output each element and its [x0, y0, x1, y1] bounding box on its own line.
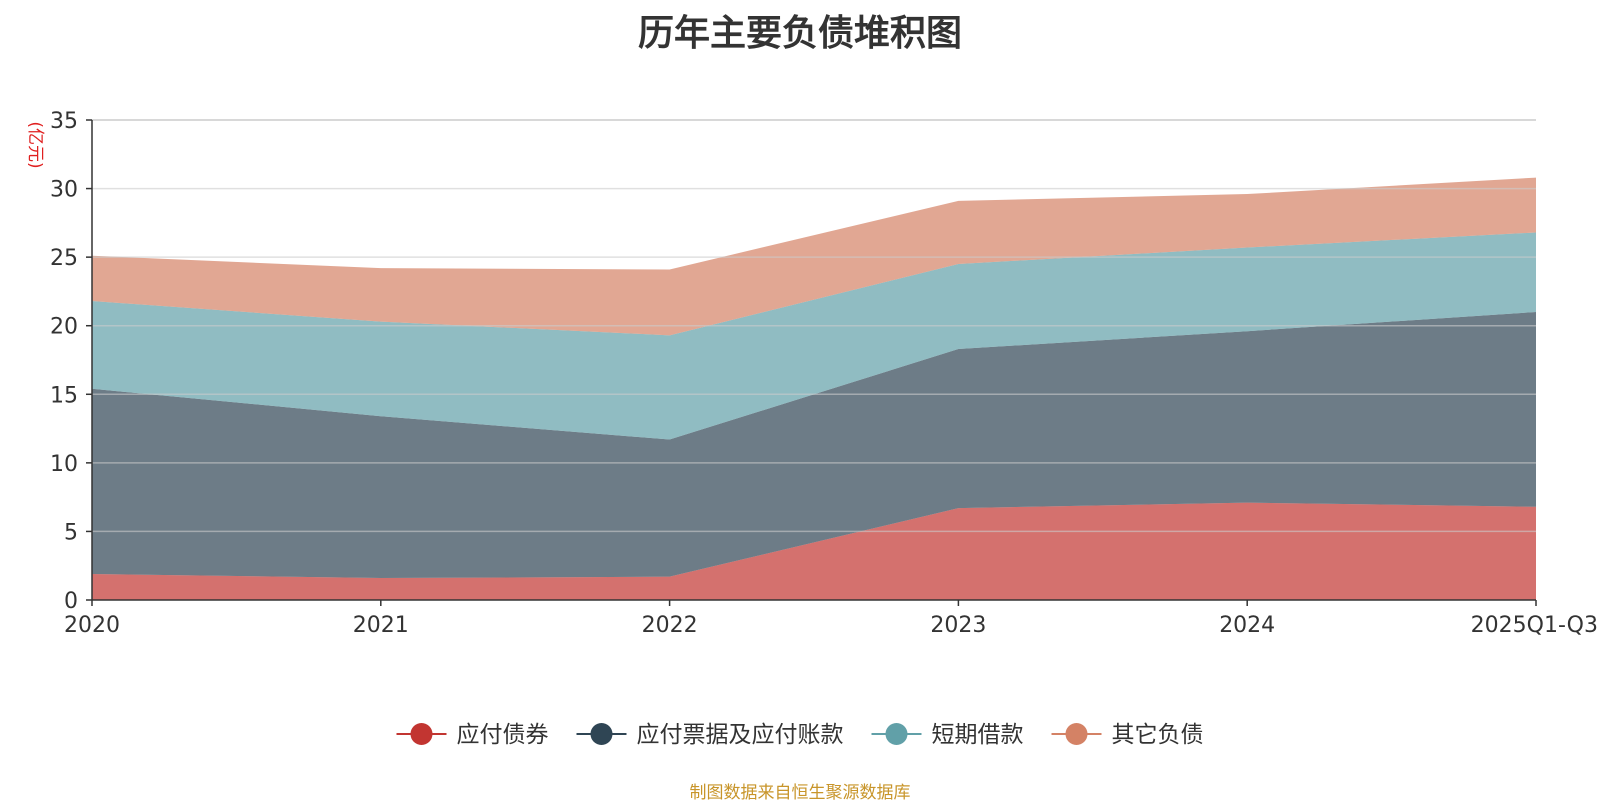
- area-series: [92, 177, 1536, 600]
- y-tick-label: 20: [50, 315, 78, 340]
- legend-marker: [1065, 723, 1088, 745]
- y-tick-label: 30: [50, 178, 78, 203]
- y-tick-label: 10: [50, 452, 78, 477]
- x-tick-label: 2024: [1219, 613, 1275, 638]
- legend-label: 其它负债: [1112, 722, 1204, 748]
- x-tick-label: 2025Q1-Q3: [1471, 613, 1598, 638]
- area-series-1: [92, 502, 1536, 600]
- legend-marker: [590, 723, 613, 745]
- grid-lines: [92, 119, 1536, 533]
- chart-title: 历年主要负债堆积图: [637, 13, 962, 54]
- legend-label: 应付票据及应付账款: [637, 722, 844, 748]
- legend-label: 短期借款: [932, 722, 1024, 748]
- y-unit-label: (亿元): [25, 121, 45, 168]
- y-tick-label: 5: [64, 520, 78, 545]
- area-series-2: [92, 312, 1536, 579]
- x-tick-label: 2021: [353, 613, 409, 638]
- legend-marker: [885, 723, 908, 745]
- y-tick-label: 0: [64, 589, 78, 614]
- x-tick-label: 2023: [930, 613, 986, 638]
- legend-marker: [410, 723, 433, 745]
- x-tick-label: 2022: [642, 613, 698, 638]
- area-series-3: [92, 232, 1536, 440]
- y-tick-label: 15: [50, 383, 78, 408]
- legend-label: 应付债券: [457, 722, 549, 748]
- y-tick-label: 35: [50, 109, 78, 134]
- x-tick-label: 2020: [64, 613, 120, 638]
- axes: 0 5 10 15 20 25 30 35 2020 2021 2022 2023 2024 2025Q1…: [25, 109, 1598, 638]
- legend-item-2: 应付票据及应付账款: [576, 722, 844, 748]
- y-tick-label: 25: [50, 246, 78, 271]
- legend-item-3: 短期借款: [871, 722, 1024, 748]
- legend: 应付债券 应付票据及应付账款 短期借款 其它负债: [396, 722, 1204, 748]
- source-note: 制图数据来自恒生聚源数据库: [689, 783, 911, 803]
- legend-item-4: 其它负债: [1051, 722, 1204, 748]
- legend-item-1: 应付债券: [396, 722, 549, 748]
